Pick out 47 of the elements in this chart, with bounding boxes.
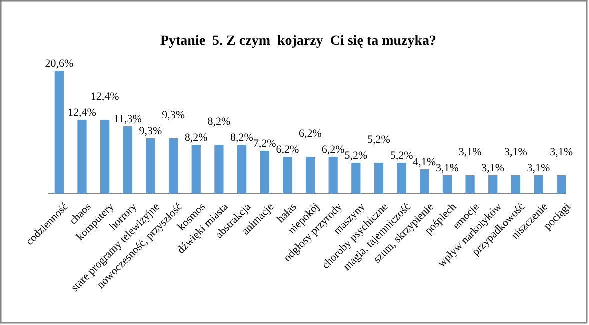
data-label: 20,6% — [45, 58, 74, 70]
data-label: 9,3% — [139, 125, 162, 138]
bar — [100, 120, 110, 194]
bar — [466, 175, 475, 194]
bar — [511, 175, 520, 194]
bar — [123, 126, 132, 194]
bar — [397, 162, 406, 194]
bar — [168, 138, 178, 194]
data-label: 3,1% — [504, 146, 528, 158]
data-label: 5,2% — [344, 150, 368, 162]
data-label: 8,2% — [230, 132, 254, 144]
data-label: 3,1% — [527, 162, 550, 174]
bar — [260, 151, 270, 194]
data-label: 4,1% — [413, 156, 436, 169]
data-label: 8,2% — [184, 132, 208, 144]
data-label: 5,2% — [390, 150, 414, 162]
bar — [534, 175, 544, 194]
bar — [374, 162, 384, 194]
bar — [146, 138, 156, 194]
bar — [283, 156, 292, 194]
chart-title: Pytanie 5. Z czym kojarzy Ci się ta muzyka? — [160, 34, 437, 49]
bar — [192, 145, 201, 194]
bar — [352, 162, 361, 194]
bar — [306, 156, 316, 194]
bar — [214, 145, 224, 194]
data-label: 6,2% — [299, 128, 322, 140]
data-label: 3,1% — [436, 162, 459, 174]
data-label: 3,1% — [458, 146, 482, 158]
data-label: 3,1% — [482, 162, 505, 174]
bar — [237, 145, 247, 194]
bar — [78, 120, 87, 194]
data-label: 8,2% — [208, 116, 231, 128]
data-label: 12,4% — [90, 90, 120, 103]
data-label: 6,2% — [322, 144, 345, 156]
bar — [328, 156, 338, 194]
data-label: 11,3% — [114, 114, 142, 126]
data-label: 5,2% — [368, 134, 390, 146]
bar — [420, 170, 430, 194]
data-label: 12,4% — [68, 106, 96, 119]
data-label: 3,1% — [550, 146, 574, 158]
bar — [557, 175, 566, 194]
bar — [442, 175, 452, 194]
data-label: 9,3% — [162, 109, 186, 122]
bar — [488, 175, 498, 194]
data-label: 6,2% — [276, 144, 300, 156]
bar — [54, 71, 64, 194]
data-label: 7,2% — [253, 138, 276, 150]
